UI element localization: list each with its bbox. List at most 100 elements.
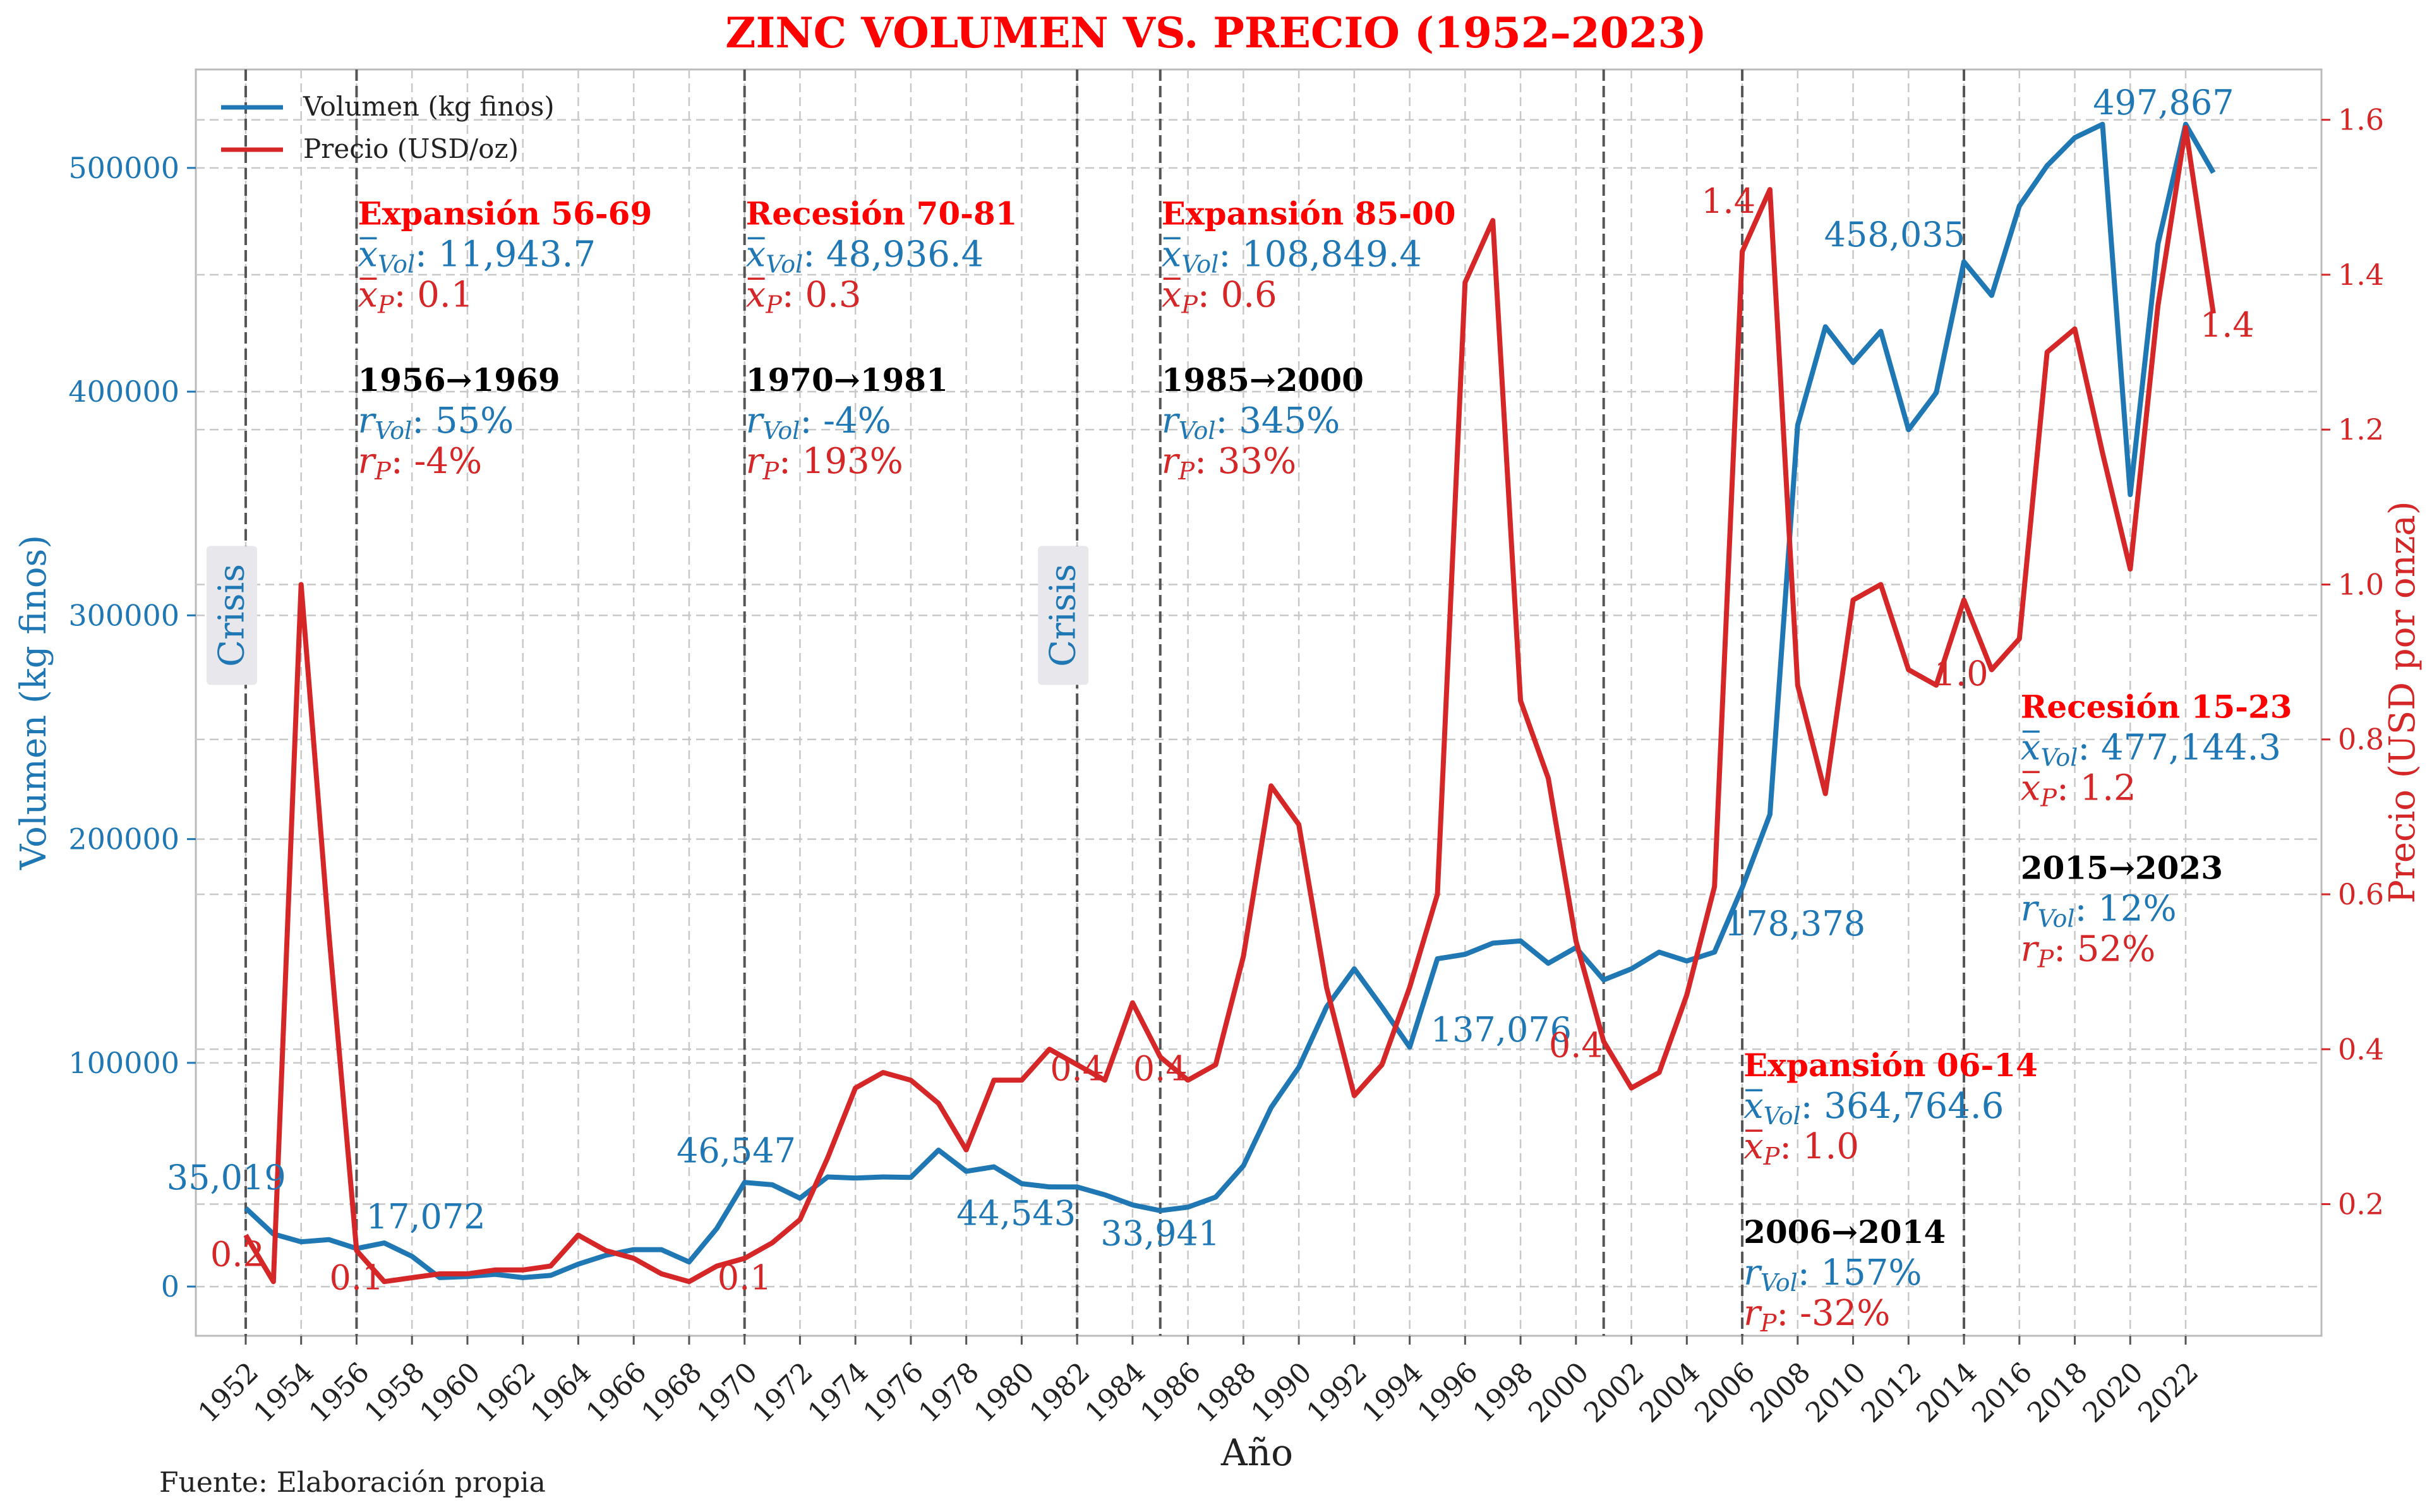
plot-area — [195, 68, 2323, 1337]
volume-annotation: 17,072 — [366, 1197, 486, 1237]
series-line-price — [243, 125, 2216, 1285]
y2-tick-label: 1.2 — [2338, 412, 2384, 447]
period-vol-mean: xVol: 108,849.4 — [1162, 234, 1422, 278]
x-tick-label: 2012 — [1855, 1356, 1927, 1429]
price-annotation: 1.0 — [1934, 654, 1989, 693]
period-range: 1956→1969 — [358, 361, 560, 399]
y2-tick-label: 0.8 — [2338, 723, 2384, 757]
price-annotation: 1.4 — [2200, 305, 2254, 345]
y-tick-label: 300000 — [68, 598, 179, 632]
period-price-mean: xP: 1.2 — [2021, 767, 2136, 812]
period-r-price: rP: -32% — [1743, 1293, 1890, 1337]
price-annotation: 1.4 — [1701, 181, 1755, 221]
x-tick-label: 1986 — [1135, 1356, 1207, 1429]
crisis-label: Crisis — [1043, 564, 1084, 667]
period-vol-mean: xVol: 48,936.4 — [746, 234, 984, 278]
volume-annotation: 46,547 — [677, 1131, 796, 1170]
y-tick-label: 200000 — [68, 822, 179, 856]
period-r-vol: rVol: -4% — [746, 400, 891, 445]
x-tick-label: 1974 — [802, 1356, 874, 1429]
period-vol-mean: xVol: 364,764.6 — [1743, 1086, 2004, 1130]
x-tick-label: 1956 — [303, 1356, 376, 1429]
price-annotation: 0.4 — [1050, 1048, 1104, 1088]
y2-axis-ticks: 0.2 0.4 0.6 0.8 1.0 1.2 1.4 1.6 — [2321, 103, 2384, 1221]
x-tick-label: 2008 — [1744, 1356, 1817, 1429]
x-tick-label: 1960 — [414, 1356, 486, 1429]
volume-annotation: 497,867 — [2093, 83, 2234, 123]
x-tick-label: 1962 — [469, 1356, 542, 1429]
period-title: Expansión 56-69 — [358, 195, 652, 232]
source-note: Fuente: Elaboración propia — [159, 1467, 546, 1499]
legend: Volumen (kg finos) Precio (USD/oz) — [221, 91, 555, 164]
y2-tick-label: 0.6 — [2338, 877, 2384, 911]
crisis-label: Crisis — [212, 564, 253, 667]
period-price-mean: xP: 1.0 — [1743, 1126, 1859, 1170]
x-tick-label: 1998 — [1467, 1356, 1539, 1429]
volume-annotation: 178,378 — [1725, 904, 1865, 944]
x-tick-label: 1958 — [358, 1356, 431, 1429]
x-tick-label: 1984 — [1079, 1356, 1152, 1429]
x-tick-label: 2020 — [2076, 1356, 2149, 1429]
period-title: Recesión 70-81 — [746, 195, 1018, 232]
period-vol-mean: xVol: 477,144.3 — [2021, 727, 2281, 771]
x-tick-label: 2018 — [2021, 1356, 2094, 1429]
y2-tick-label: 1.6 — [2338, 103, 2384, 137]
x-tick-label: 1988 — [1190, 1356, 1263, 1429]
x-axis-ticks: 1952195419561958196019621964196619681970… — [192, 1336, 2205, 1429]
annotations: 35,019 17,072 46,547 44,543 33,941 137,076 178… — [167, 83, 2254, 1298]
x-tick-label: 2002 — [1578, 1356, 1651, 1429]
crisis-labels: Crisis Crisis — [207, 546, 1089, 685]
x-tick-label: 2004 — [1633, 1356, 1706, 1429]
period-r-vol: rVol: 345% — [1162, 400, 1340, 445]
legend-entry-price: Precio (USD/oz) — [303, 133, 519, 164]
legend-entry-volume: Volumen (kg finos) — [303, 91, 555, 122]
period-price-mean: xP: 0.3 — [746, 274, 862, 318]
period-vol-mean: xVol: 11,943.7 — [358, 234, 596, 278]
x-tick-label: 2016 — [1966, 1356, 2038, 1429]
period-r-vol: rVol: 12% — [2021, 888, 2177, 932]
volume-annotation: 137,076 — [1431, 1010, 1572, 1050]
x-tick-label: 2014 — [1910, 1356, 1983, 1429]
x-tick-label: 1990 — [1245, 1356, 1318, 1429]
price-annotation: 0.1 — [718, 1257, 772, 1297]
x-tick-label: 1952 — [192, 1356, 265, 1429]
x-axis-label: Año — [1220, 1431, 1293, 1474]
x-tick-label: 1996 — [1412, 1356, 1484, 1429]
price-annotation: 0.2 — [210, 1235, 265, 1275]
x-tick-label: 1980 — [968, 1356, 1041, 1429]
period-price-mean: xP: 0.6 — [1162, 274, 1277, 318]
x-tick-label: 2006 — [1689, 1356, 1761, 1429]
y-axis-ticks: 0 100000 200000 300000 400000 500000 — [68, 151, 196, 1304]
period-r-price: rP: 52% — [2021, 928, 2156, 973]
period-range: 2015→2023 — [2021, 849, 2223, 886]
x-tick-label: 1968 — [635, 1356, 708, 1429]
y2-tick-label: 1.4 — [2338, 258, 2384, 292]
y2-tick-label: 1.0 — [2338, 567, 2384, 601]
x-tick-label: 1966 — [580, 1356, 653, 1429]
period-r-vol: rVol: 157% — [1743, 1252, 1922, 1297]
series-lines — [243, 121, 2216, 1285]
volume-annotation: 35,019 — [167, 1158, 286, 1197]
x-tick-label: 1954 — [248, 1356, 320, 1429]
period-r-price: rP: -4% — [358, 441, 482, 485]
y-axis-label: Volumen (kg finos) — [13, 535, 54, 870]
series-line-volume — [244, 121, 2216, 1280]
y-tick-label: 500000 — [68, 151, 179, 185]
period-range: 1970→1981 — [746, 361, 948, 399]
price-annotation: 0.1 — [330, 1257, 384, 1297]
period-title: Expansión 85-00 — [1162, 195, 1456, 232]
period-dividers — [244, 69, 1966, 1336]
volume-annotation: 458,035 — [1824, 215, 1965, 255]
x-tick-label: 1976 — [857, 1356, 930, 1429]
y-tick-label: 0 — [161, 1269, 179, 1304]
crisis-box — [1038, 546, 1089, 685]
volume-annotation: 33,941 — [1100, 1214, 1220, 1254]
x-tick-label: 2022 — [2132, 1356, 2205, 1429]
period-r-price: rP: 33% — [1162, 441, 1296, 485]
